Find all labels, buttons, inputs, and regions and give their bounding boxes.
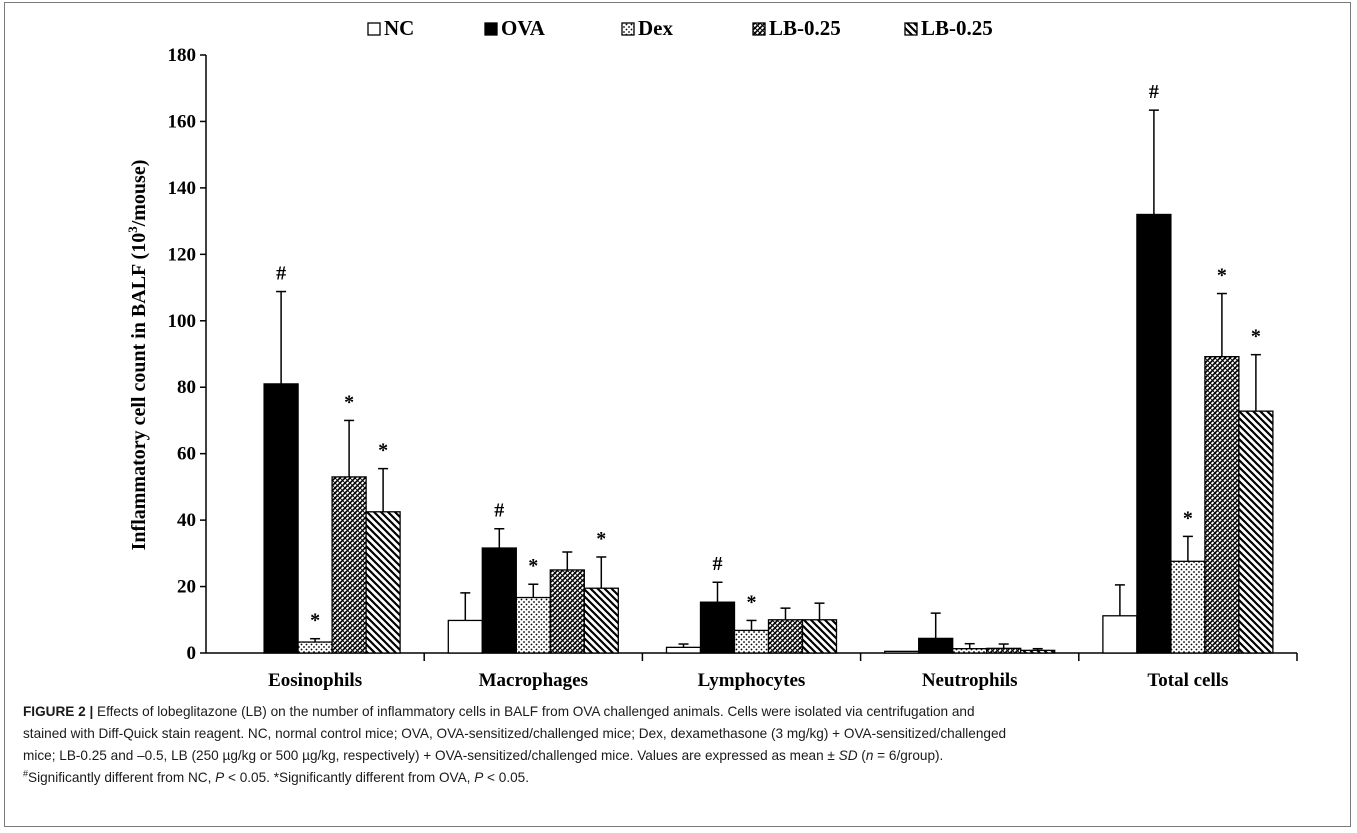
significance-mark: * [344,391,354,413]
y-tick-label: 80 [177,377,196,398]
bar [583,587,619,654]
y-tick-label: 0 [187,643,197,664]
bar [1238,410,1274,654]
significance-mark: * [1251,326,1261,348]
significance-mark: # [276,263,286,285]
significance-mark: * [1217,265,1227,287]
caption-line-4: #Significantly different from NC, P < 0.… [23,768,530,785]
significance-mark: * [310,610,320,632]
y-tick-label: 180 [168,45,197,66]
y-tick-label: 120 [168,244,197,265]
bar [447,619,483,654]
figure-caption: FIGURE 2 | Effects of lobeglitazone (LB)… [23,701,1341,789]
bar [952,648,988,654]
significance-mark: * [747,591,757,613]
legend-swatch [752,22,766,36]
caption-label: FIGURE 2 | [23,704,94,719]
bar [263,383,299,654]
significance-mark: # [494,500,504,522]
legend-label: OVA [501,16,546,40]
bar [767,619,804,654]
bar [665,646,702,654]
bar [549,569,585,654]
significance-mark: * [596,528,606,550]
y-tick-label: 20 [177,577,196,598]
significance-mark: * [1183,507,1193,529]
bar [1170,560,1206,654]
caption-line-1: FIGURE 2 | Effects of lobeglitazone (LB)… [23,704,975,719]
y-tick-label: 160 [168,111,197,132]
category-label: Lymphocytes [698,670,806,691]
legend-swatch [621,22,635,36]
legend-swatch [484,22,498,36]
significance-mark: * [378,440,388,462]
bar [481,547,517,654]
legend-label: LB-0.25 [769,16,841,40]
bar [515,596,551,654]
bar [918,637,954,654]
y-tick-label: 40 [177,510,196,531]
legend-label: Dex [638,16,673,40]
bar [297,641,333,654]
significance-mark: # [1149,81,1159,103]
category-label: Total cells [1147,670,1228,691]
category-label: Macrophages [479,670,588,691]
caption-line-2: stained with Diff-Quick stain reagent. N… [23,726,1007,741]
bar [801,619,838,654]
bar [1136,213,1172,654]
bar [986,647,1022,654]
bar [699,601,736,654]
bar [1204,356,1240,654]
legend-swatch [367,22,381,36]
bar [1020,649,1056,654]
y-tick-label: 140 [168,178,197,199]
category-label: Eosinophils [268,670,362,691]
significance-mark: * [528,555,538,577]
legend-swatch [904,22,918,36]
bar [733,629,770,654]
caption-line-3: mice; LB-0.25 and –0.5, LB (250 µg/kg or… [23,748,944,763]
bar [1102,615,1138,654]
y-axis-title: Inflammatory cell count in BALF (103/mou… [125,160,150,551]
y-tick-label: 100 [168,311,197,332]
bar-chart: 0 20 40 60 80 100 120 140 160 180 Eosinophils Macro… [125,16,1298,691]
category-label: Neutrophils [922,670,1018,691]
bar [365,511,401,654]
legend-label: NC [384,16,414,40]
figure-frame: 0 20 40 60 80 100 120 140 160 180 Eosinophils Macro… [4,2,1351,827]
legend-label: LB-0.25 [921,16,993,40]
significance-mark: # [713,553,723,575]
bar [884,650,920,654]
y-tick-label: 60 [177,444,196,465]
bar [331,476,367,654]
